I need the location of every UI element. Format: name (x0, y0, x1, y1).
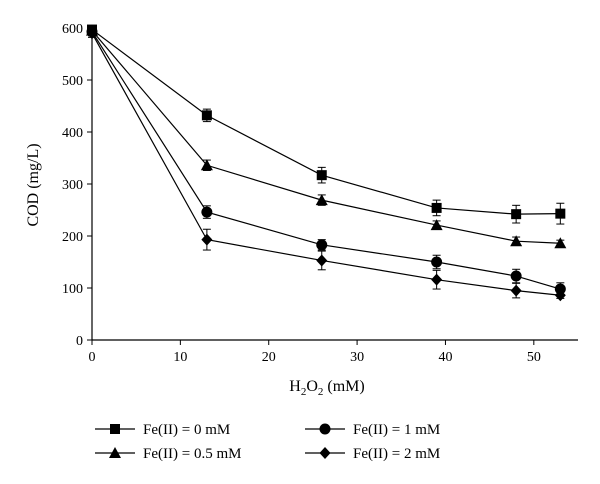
legend-label: Fe(II) = 0 mM (143, 422, 230, 438)
legend-label: Fe(II) = 2 mM (353, 446, 440, 462)
x-axis-label-sub1: 2 (301, 386, 307, 398)
axes: 0 100 200 300 400 500 600 0 10 20 30 40 50 (62, 22, 578, 365)
data-point (316, 239, 328, 251)
x-axis-label-h: H (289, 378, 301, 395)
series-line (91, 31, 561, 290)
legend-label: Fe(II) = 0.5 mM (143, 446, 241, 462)
x-tick-label: 20 (262, 350, 276, 365)
data-point (316, 254, 328, 267)
y-tick-label: 600 (62, 22, 83, 37)
series-diamond (86, 27, 566, 302)
series-line (91, 29, 561, 215)
data-point (201, 110, 212, 121)
data-point (430, 219, 443, 231)
x-tick-label: 10 (173, 350, 187, 365)
data-point (510, 270, 522, 282)
legend-marker (319, 423, 331, 435)
data-point (510, 284, 522, 297)
y-axis-label: COD (mg/L) (25, 143, 42, 226)
legend-item: Fe(II) = 1 mM (305, 422, 440, 438)
data-point (510, 235, 523, 247)
series-line (91, 32, 561, 296)
y-tick-label: 200 (62, 230, 83, 245)
data-point (201, 206, 213, 218)
x-tick-label: 50 (527, 350, 541, 365)
data-point (431, 256, 443, 268)
legend-item: Fe(II) = 0 mM (95, 422, 230, 438)
data-point (200, 159, 213, 171)
series-square (87, 24, 566, 225)
x-axis-label: H2O2 (mM) (289, 378, 364, 398)
y-tick-label: 0 (76, 334, 83, 349)
y-tick-label: 300 (62, 178, 83, 193)
legend: Fe(II) = 0 mM Fe(II) = 0.5 mM Fe(II) = 1 m… (95, 422, 440, 462)
legend-marker (319, 447, 331, 459)
legend-item: Fe(II) = 2 mM (305, 446, 440, 462)
x-axis-label-sub2: 2 (318, 386, 324, 398)
data-point (431, 202, 442, 213)
data-point (431, 273, 443, 286)
x-tick-label: 40 (438, 350, 452, 365)
series-line (91, 30, 561, 244)
x-tick-label: 30 (350, 350, 364, 365)
legend-item: Fe(II) = 0.5 mM (95, 446, 241, 462)
y-tick-label: 400 (62, 126, 83, 141)
x-axis-label-o: O (306, 378, 318, 395)
legend-label: Fe(II) = 1 mM (353, 422, 440, 438)
data-point (86, 27, 98, 40)
data-point (554, 289, 566, 302)
data-point (555, 208, 566, 219)
data-point (511, 209, 522, 220)
data-point (316, 170, 327, 181)
series-circle (86, 26, 566, 296)
data-point (315, 194, 328, 206)
data-point (201, 233, 213, 246)
y-tick-label: 100 (62, 282, 83, 297)
legend-marker (110, 424, 120, 434)
y-tick-label: 500 (62, 74, 83, 89)
x-axis-label-units: (mM) (323, 378, 364, 395)
series-layer (86, 24, 567, 302)
x-tick-label: 0 (89, 350, 96, 365)
data-point (554, 237, 567, 249)
legend-marker (109, 447, 121, 458)
